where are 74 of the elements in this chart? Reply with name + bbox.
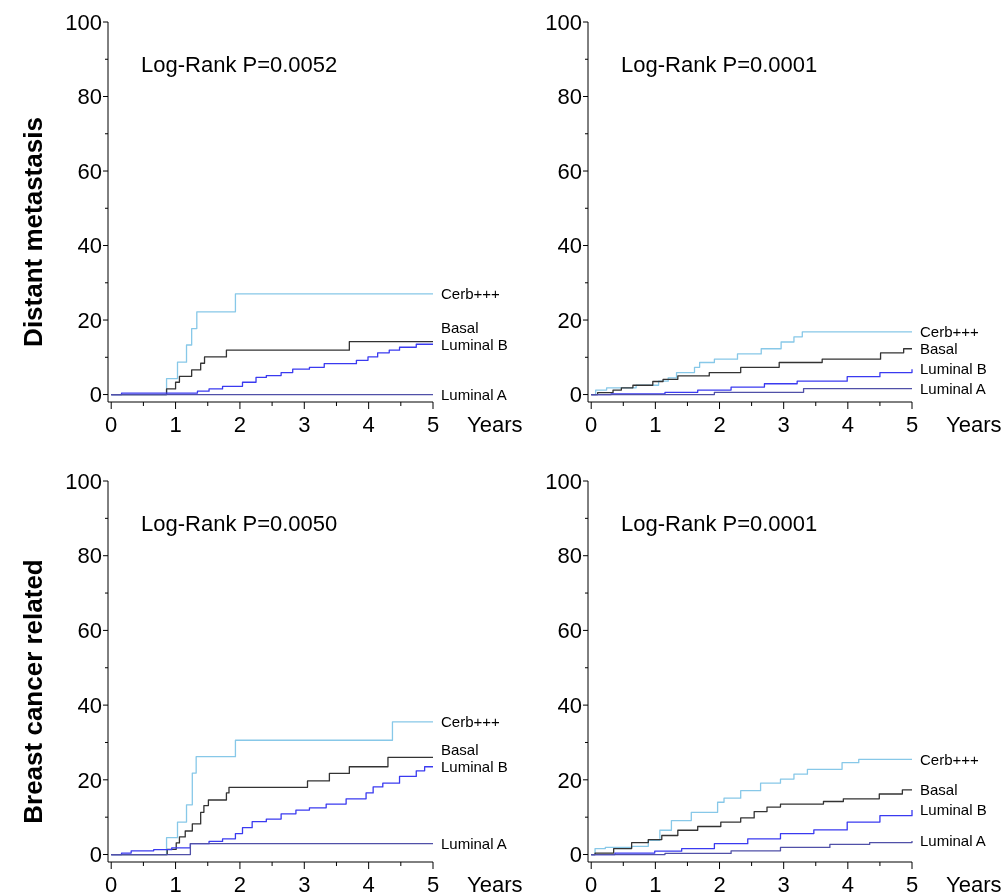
series-label: Basal xyxy=(920,781,958,799)
y-tick-label: 0 xyxy=(569,382,582,408)
y-tick-label: 100 xyxy=(65,468,102,494)
x-tick-label: 5 xyxy=(426,872,440,896)
x-tick-label: 0 xyxy=(105,872,118,896)
x-tick-label: 4 xyxy=(841,872,854,896)
annotation: Log-Rank P=0.0052 xyxy=(141,52,338,77)
y-tick-label: 60 xyxy=(77,618,102,644)
y-tick-label: 20 xyxy=(77,307,102,333)
y-tick-label: 20 xyxy=(557,307,582,333)
y-tick-label: 100 xyxy=(65,9,102,35)
annotation: Log-Rank P=0.0001 xyxy=(621,511,818,536)
x-tick-label: 0 xyxy=(105,412,118,437)
series-label: Basal xyxy=(920,339,958,357)
y-tick-label: 0 xyxy=(89,842,102,868)
y-tick-label: 80 xyxy=(77,84,102,110)
series-label: Cerb+++ xyxy=(441,285,501,303)
x-tick-label: 5 xyxy=(426,412,440,437)
x-tick-label: 4 xyxy=(841,412,854,437)
x-tick-label: 2 xyxy=(233,872,247,896)
y-tick-label: 40 xyxy=(77,692,102,718)
y-tick-label: 40 xyxy=(557,692,582,718)
series-label: Luminal B xyxy=(920,801,987,819)
y-tick-label: 80 xyxy=(557,84,582,110)
x-tick-label: 4 xyxy=(362,872,375,896)
x-tick-label: 1 xyxy=(649,872,662,896)
series-label: Basal xyxy=(441,741,479,758)
y-tick-label: 60 xyxy=(77,158,102,184)
x-axis-title: Years xyxy=(946,412,1002,437)
x-tick-label: 0 xyxy=(585,412,598,437)
series-label: Cerb+++ xyxy=(441,713,501,731)
y-tick-label: 100 xyxy=(545,9,582,35)
y-tick-label: 0 xyxy=(569,842,582,868)
x-tick-label: 5 xyxy=(905,412,919,437)
series-label: Luminal A xyxy=(920,379,986,397)
x-tick-label: 3 xyxy=(777,872,790,896)
y-tick-label: 20 xyxy=(77,767,102,793)
x-axis-title: Years xyxy=(467,412,523,437)
x-axis-title: Years xyxy=(467,872,523,896)
y-tick-label: 60 xyxy=(557,618,582,644)
series-label: Luminal A xyxy=(441,385,507,403)
x-tick-label: 3 xyxy=(777,412,790,437)
y-tick-label: 80 xyxy=(77,543,102,569)
x-tick-label: 5 xyxy=(905,872,919,896)
x-tick-label: 2 xyxy=(713,872,726,896)
x-tick-label: 1 xyxy=(169,412,182,437)
series-label: Cerb+++ xyxy=(920,750,980,768)
annotation: Log-Rank P=0.0001 xyxy=(621,52,818,77)
x-tick-label: 1 xyxy=(649,412,662,437)
x-tick-label: 3 xyxy=(298,412,311,437)
y-tick-label: 0 xyxy=(89,382,102,408)
series-label: Luminal A xyxy=(920,832,986,850)
y-tick-label: 100 xyxy=(545,468,582,494)
annotation: Log-Rank P=0.0050 xyxy=(141,511,338,536)
y-tick-label: 40 xyxy=(557,233,582,259)
x-tick-label: 0 xyxy=(585,872,598,896)
y-tick-label: 80 xyxy=(557,543,582,569)
series-label: Luminal A xyxy=(441,834,507,852)
series-label: Cerb+++ xyxy=(920,322,980,340)
series-label: Luminal B xyxy=(920,360,987,378)
x-tick-label: 2 xyxy=(233,412,247,437)
y-tick-label: 40 xyxy=(77,233,102,259)
x-tick-label: 3 xyxy=(298,872,311,896)
y-axis-title: Breast cancer related xyxy=(18,559,48,824)
x-tick-label: 4 xyxy=(362,412,375,437)
series-label: Luminal B xyxy=(441,758,508,775)
x-axis-title: Years xyxy=(946,872,1002,896)
y-tick-label: 20 xyxy=(557,767,582,793)
x-tick-label: 2 xyxy=(713,412,726,437)
x-tick-label: 1 xyxy=(169,872,182,896)
series-label: Basal xyxy=(441,318,479,336)
series-label: Luminal B xyxy=(441,335,508,353)
y-tick-label: 60 xyxy=(557,158,582,184)
y-axis-title: Distant metastasis xyxy=(18,117,48,347)
